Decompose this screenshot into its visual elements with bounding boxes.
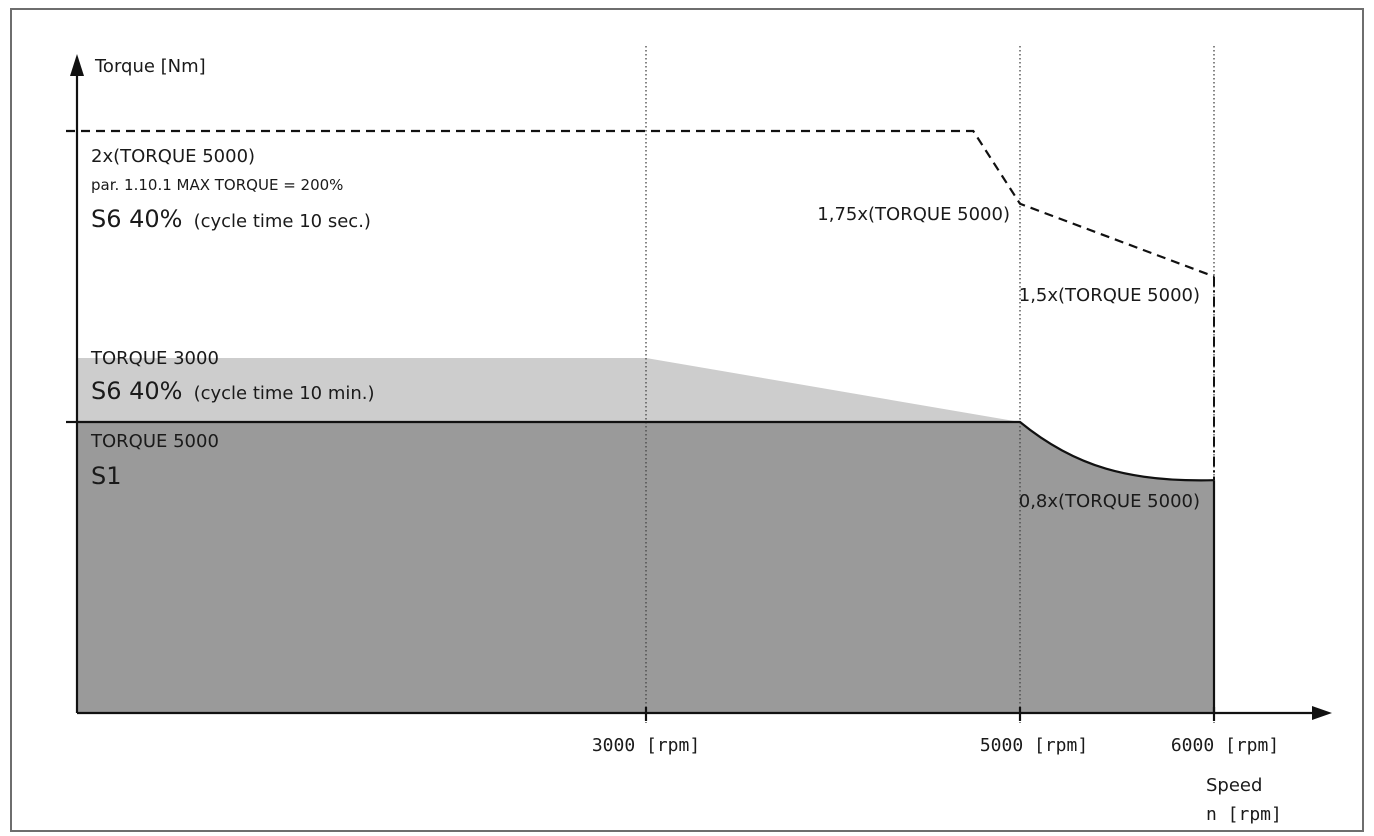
- max-torque-title: 2x(TORQUE 5000): [91, 146, 255, 167]
- s6-sec-label: S6 40% (cycle time 10 sec.): [91, 205, 371, 233]
- torque5000-title: TORQUE 5000: [90, 431, 219, 452]
- s1-curve: [77, 420, 1215, 482]
- s6-10sec-dashed-line: [66, 129, 1215, 278]
- s1-label: S1: [91, 462, 122, 490]
- x-tick-label-6000: 6000 [rpm]: [1171, 735, 1279, 756]
- y-axis-label: Torque [Nm]: [94, 56, 206, 77]
- y-axis-arrow: [70, 54, 84, 76]
- torque3000-title: TORQUE 3000: [90, 348, 219, 369]
- s6-min-label: S6 40% (cycle time 10 min.): [91, 377, 375, 405]
- annotation-15x: 1,5x(TORQUE 5000): [1019, 285, 1200, 306]
- x-axis-arrow: [1312, 706, 1332, 720]
- annotation-08x: 0,8x(TORQUE 5000): [1019, 491, 1200, 512]
- max-torque-param: par. 1.10.1 MAX TORQUE = 200%: [91, 176, 343, 194]
- x-axis-label-line2: n [rpm]: [1206, 804, 1282, 825]
- x-axis-label-line1: Speed: [1206, 775, 1262, 796]
- annotation-175x: 1,75x(TORQUE 5000): [817, 204, 1010, 225]
- x-tick-label-3000: 3000 [rpm]: [592, 735, 700, 756]
- x-tick-label-5000: 5000 [rpm]: [980, 735, 1088, 756]
